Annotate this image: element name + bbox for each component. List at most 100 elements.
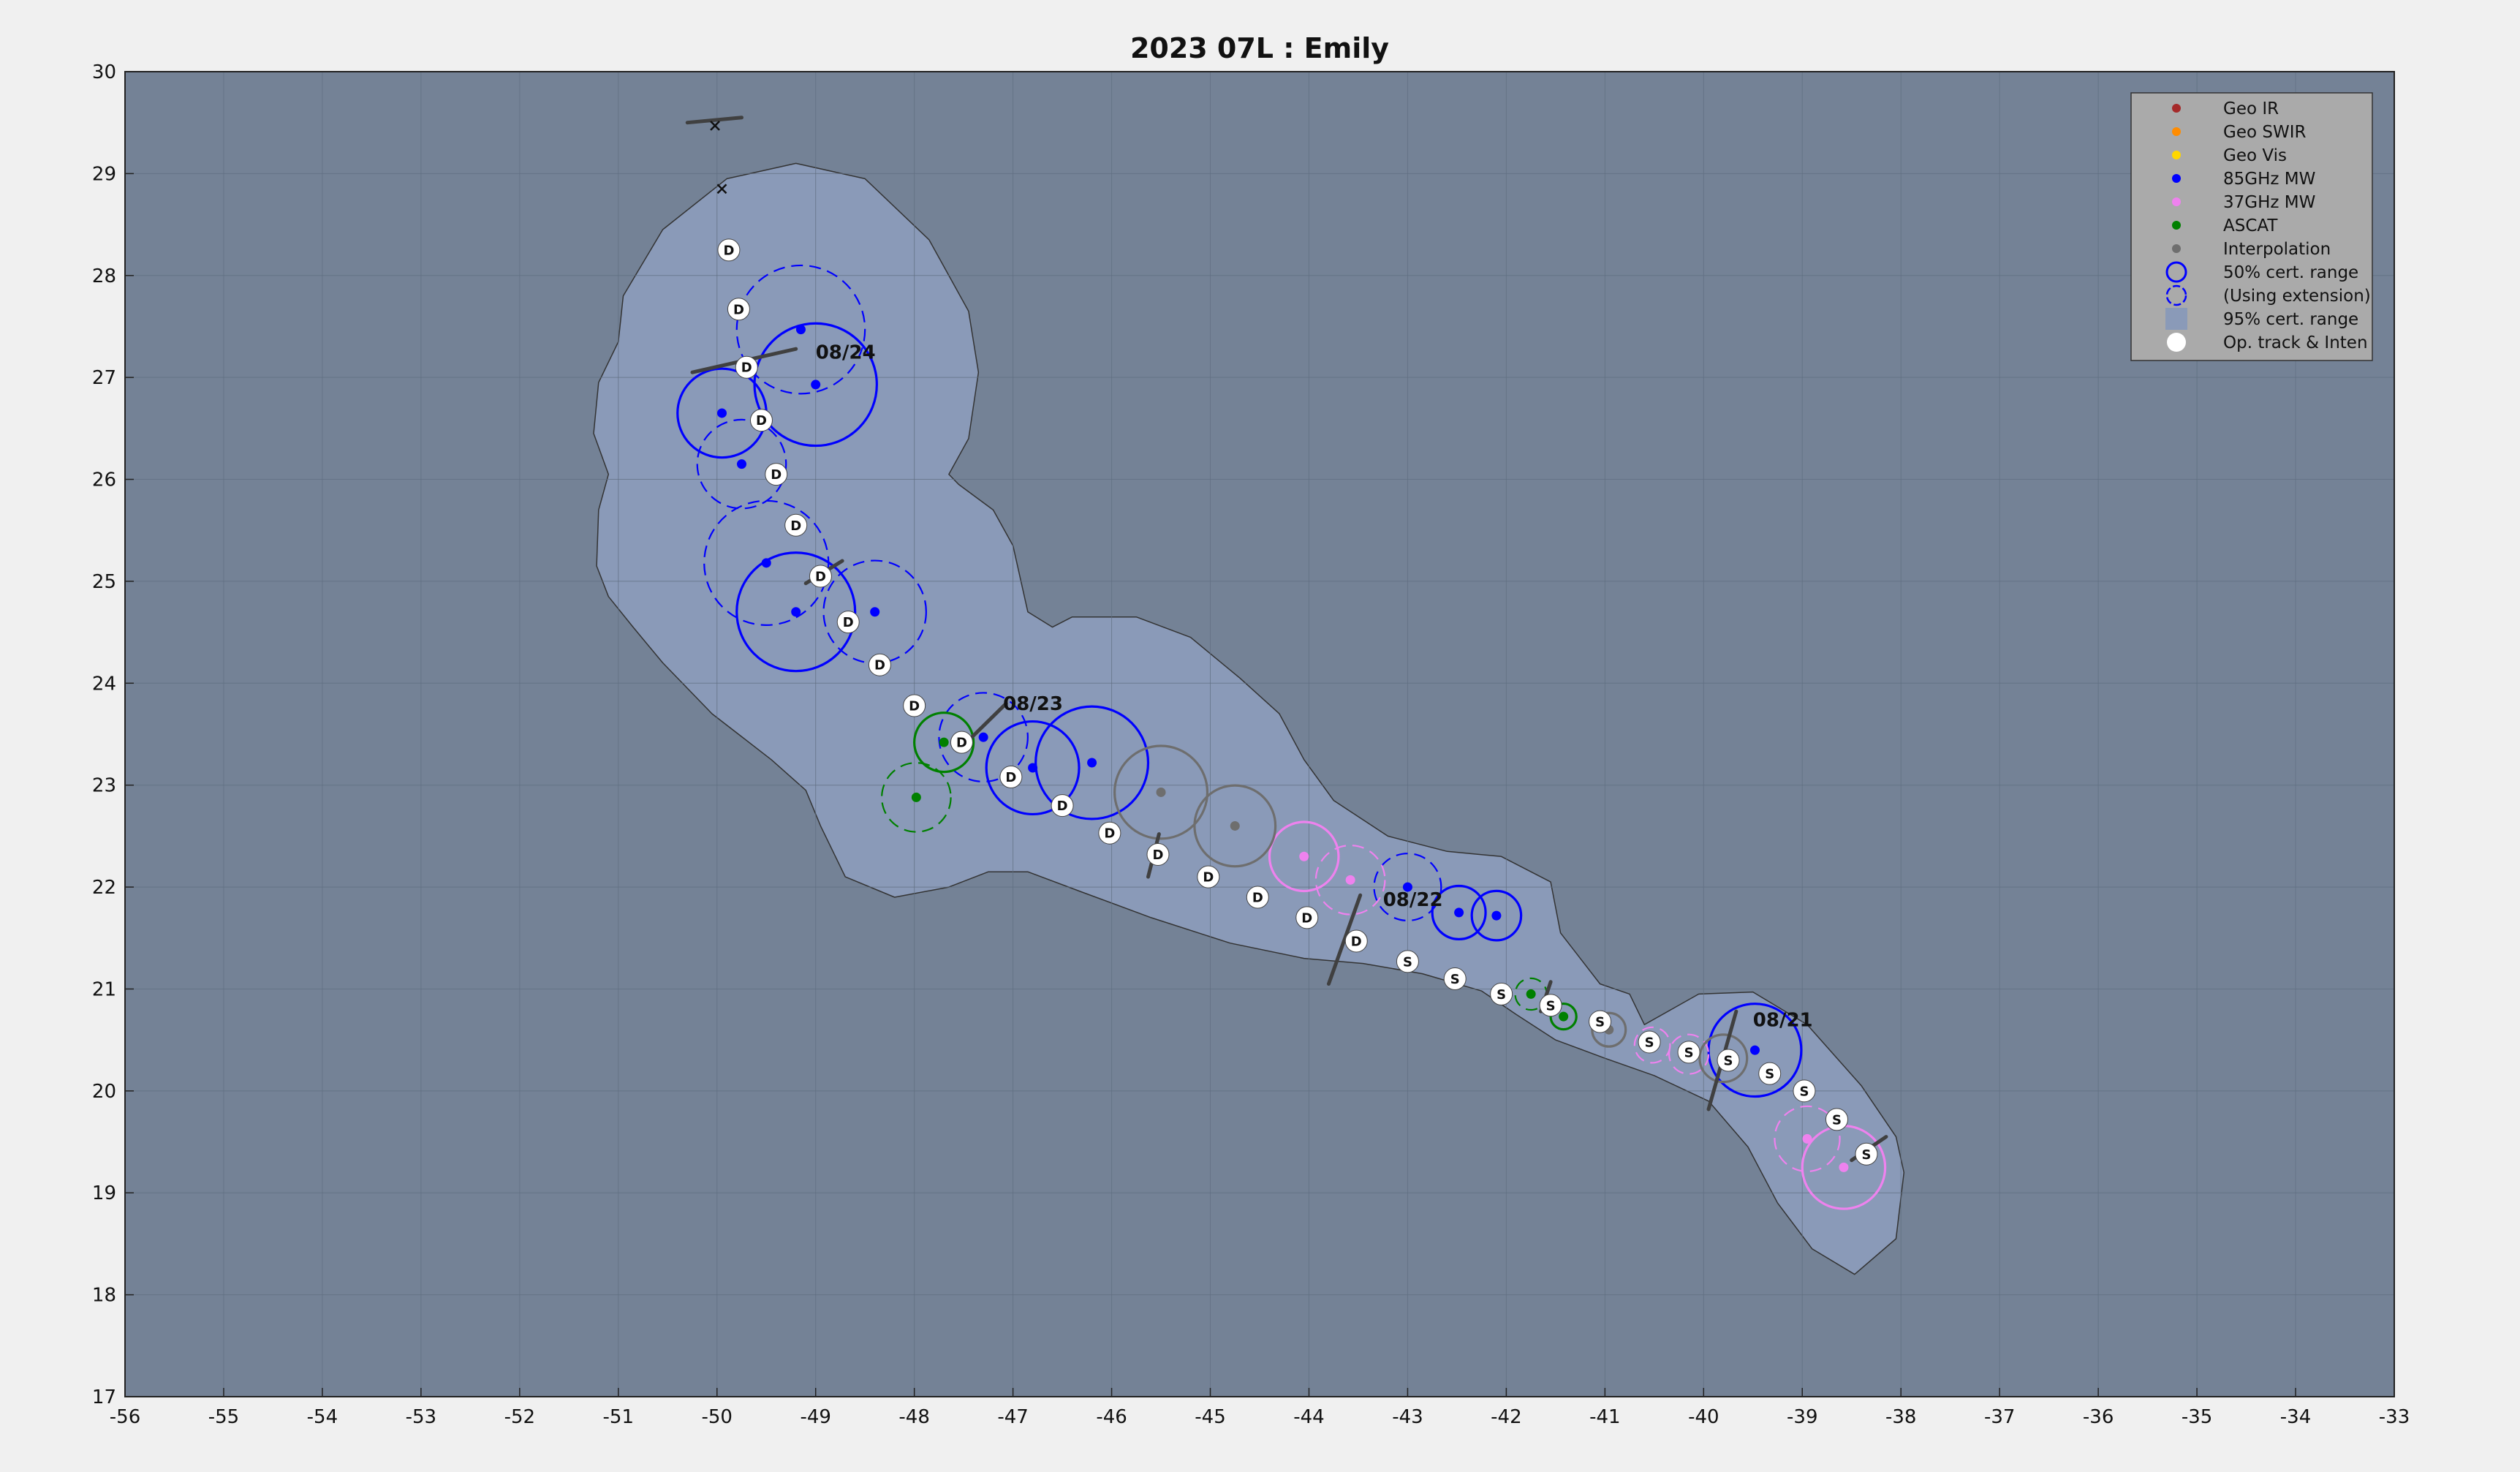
y-tick-label: 30 <box>92 61 116 83</box>
x-mark <box>710 120 720 131</box>
wind-bar <box>1326 893 1363 986</box>
op-track-intensity: D <box>1005 770 1016 785</box>
op-track-marker <box>809 565 832 588</box>
fix-mw85-point <box>1402 882 1412 892</box>
fix-mw85-point <box>1028 763 1038 773</box>
legend-entry-using-extension-marker <box>2165 284 2187 306</box>
op-track-intensity: D <box>1104 826 1115 842</box>
op-track-marker <box>1396 950 1419 973</box>
legend-entry-95-cert-range-label: 95% cert. range <box>2223 310 2358 329</box>
fix-mw85-range <box>696 418 787 510</box>
op-track-marker <box>1589 1010 1612 1033</box>
legend-entry-op-track-inten-label: Op. track & Inten <box>2223 333 2368 352</box>
op-track-marker <box>727 298 750 321</box>
date-label: 08/23 <box>1003 693 1063 715</box>
x-tick-label: -38 <box>1885 1406 1916 1428</box>
fix-interp-range <box>1698 1033 1749 1084</box>
fix-interp-point <box>1156 787 1166 797</box>
op-track-marker <box>1098 821 1121 845</box>
fix-mw85-range <box>735 551 857 673</box>
op-track-marker <box>1717 1049 1740 1072</box>
op-track-marker <box>1758 1062 1782 1085</box>
op-track-intensity: D <box>815 569 826 584</box>
op-track-intensity: D <box>1153 848 1164 863</box>
op-track-intensity: D <box>909 698 920 714</box>
op-track-marker <box>749 409 773 432</box>
x-tick-label: -50 <box>702 1406 733 1428</box>
op-track-marker <box>1825 1108 1848 1131</box>
legend-entry-ascat-label: ASCAT <box>2223 216 2278 235</box>
op-track-marker <box>1295 906 1319 929</box>
fix-mw37-point <box>1299 851 1309 861</box>
legend-entry-geo-swir-label: Geo SWIR <box>2223 123 2306 142</box>
legend-entry-geo-vis-marker <box>2172 151 2181 159</box>
op-track-marker <box>765 463 788 486</box>
y-tick-label: 29 <box>92 163 116 185</box>
op-track-marker <box>903 694 926 717</box>
op-track-intensity: S <box>1684 1045 1694 1060</box>
x-tick-label: -45 <box>1195 1406 1225 1428</box>
legend-entry-using-extension-label: (Using extension) <box>2223 287 2371 306</box>
x-tick-label: -49 <box>800 1406 830 1428</box>
y-tick-label: 24 <box>92 673 116 695</box>
cert95-region <box>593 162 1905 1275</box>
op-track-intensity: D <box>843 615 854 630</box>
op-track-intensity: S <box>1450 972 1460 987</box>
y-tick-label: 19 <box>92 1182 116 1204</box>
fix-mw85-range <box>1470 889 1523 942</box>
op-track-intensity: D <box>874 658 885 673</box>
op-track-marker <box>735 355 758 379</box>
op-track-intensity: D <box>790 518 801 534</box>
op-track-marker <box>1855 1142 1878 1166</box>
fix-mw37-point <box>1802 1133 1812 1144</box>
fix-mw85-point <box>870 607 880 617</box>
y-tick-label: 17 <box>92 1386 116 1408</box>
x-tick-label: -55 <box>208 1406 239 1428</box>
x-tick-label: -51 <box>603 1406 634 1428</box>
op-track-intensity: D <box>1057 799 1068 814</box>
date-label: 08/22 <box>1383 889 1443 911</box>
fix-interp-point <box>1230 820 1240 831</box>
op-track-intensity: D <box>1301 910 1312 926</box>
legend-entry-50-cert-range-label: 50% cert. range <box>2223 263 2358 282</box>
fix-mw85-range <box>735 264 866 395</box>
fix-mw85-range <box>753 322 878 448</box>
x-tick-label: -47 <box>997 1406 1028 1428</box>
fix-mw37-range <box>1314 844 1386 916</box>
op-track-intensity: D <box>1252 891 1263 906</box>
date-label: 08/24 <box>816 341 876 363</box>
y-tick-label: 27 <box>92 367 116 389</box>
y-tick-label: 25 <box>92 571 116 593</box>
fix-mw85-point <box>791 607 801 617</box>
op-track-marker <box>868 653 891 676</box>
op-track-intensity: D <box>1203 870 1214 886</box>
fix-mw85-range <box>938 692 1029 783</box>
x-tick-label: -48 <box>898 1406 929 1428</box>
x-tick-label: -46 <box>1096 1406 1127 1428</box>
op-track-marker <box>1146 842 1170 866</box>
fix-mw85-range <box>1034 705 1150 820</box>
fix-mw85-range <box>1431 884 1487 940</box>
fix-mw37-range <box>1774 1105 1841 1172</box>
y-tick-label: 22 <box>92 877 116 899</box>
x-tick-label: -40 <box>1688 1406 1719 1428</box>
op-track-intensity: D <box>756 413 767 429</box>
wind-bar <box>964 701 1008 744</box>
x-tick-label: -56 <box>110 1406 140 1428</box>
op-track-intensity: S <box>1765 1067 1774 1082</box>
fix-mw85-range <box>985 720 1081 816</box>
y-tick-label: 21 <box>92 978 116 1000</box>
op-track-marker <box>950 731 973 754</box>
op-track-intensity: D <box>1351 934 1362 949</box>
op-track-intensity: D <box>723 243 734 258</box>
legend: Geo IR Geo SWIR Geo Vis 85GHz MW 37GHz MW ASC… <box>2130 92 2373 361</box>
x-tick-label: -41 <box>1589 1406 1620 1428</box>
fix-ascat-point <box>911 792 921 802</box>
fix-mw37-range <box>1268 820 1340 893</box>
legend-entry-37ghz-mw-marker <box>2172 197 2181 206</box>
op-track-intensity: S <box>1724 1054 1733 1069</box>
wind-bar <box>685 116 743 125</box>
op-track-marker <box>1638 1030 1661 1054</box>
fix-mw37-point <box>1839 1162 1849 1172</box>
fix-mw85-point <box>1454 907 1464 918</box>
